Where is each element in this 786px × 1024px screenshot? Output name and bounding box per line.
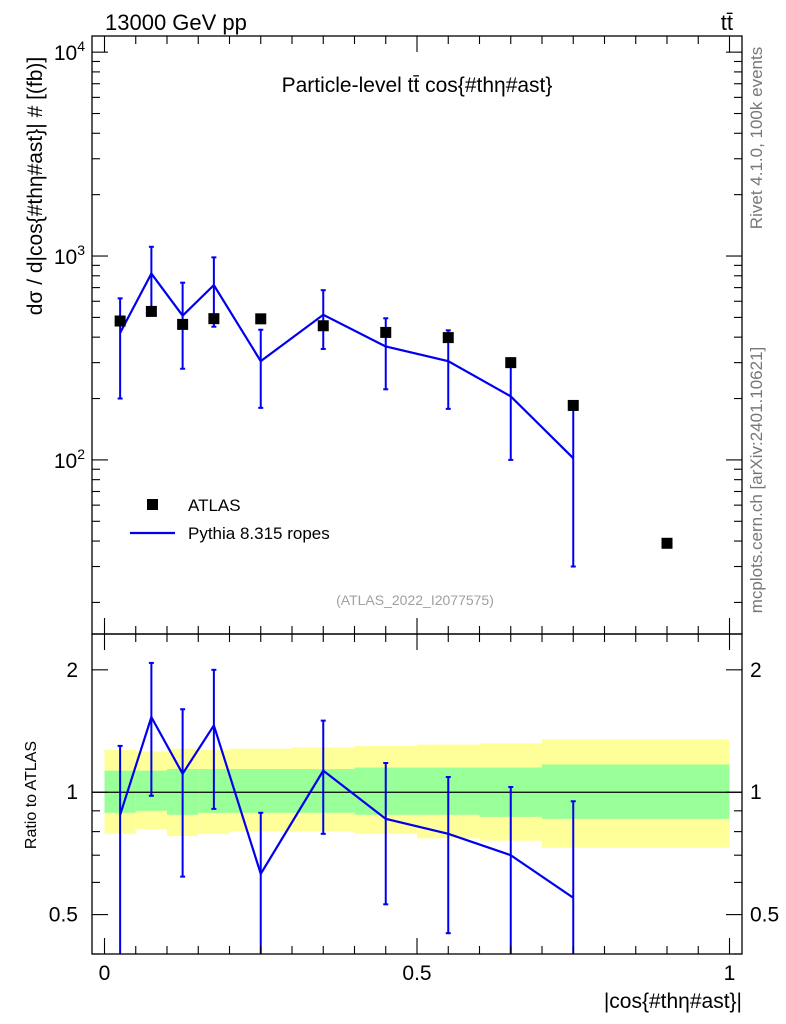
atlas-data-point — [380, 326, 392, 338]
atlas-data-point — [505, 357, 517, 369]
ratio-panel: 0.5 0.5 1 1 2 2 0 0.5 1 Ratio to ATLAS |cos{#thη… — [23, 633, 779, 1013]
analysis-watermark: (ATLAS_2022_I2077575) — [336, 592, 494, 608]
energy-label: 13000 GeV pp — [105, 10, 247, 35]
legend-atlas-marker — [147, 499, 158, 510]
process-label: tt̄ — [721, 10, 733, 35]
ratio-y-tick-label-right: 0.5 — [750, 904, 779, 927]
atlas-data-point — [255, 313, 267, 325]
legend-pythia-label: Pythia 8.315 ropes — [188, 524, 330, 543]
legend-atlas-label: ATLAS — [188, 496, 241, 515]
ratio-y-tick-label-left: 1 — [66, 781, 78, 804]
rivet-info-label: Rivet 4.1.0, 100k events — [747, 47, 766, 229]
ratio-y-tick-label-right: 1 — [750, 781, 762, 804]
main-y-tick-label: 102 — [54, 446, 85, 473]
x-tick-label: 0 — [99, 962, 111, 985]
main-title: Particle-level tt̄ cos{#thη#ast} — [282, 74, 553, 97]
x-tick-label: 0.5 — [402, 962, 431, 985]
atlas-data-point — [145, 305, 157, 317]
atlas-data-point — [661, 537, 673, 549]
main-y-tick-label: 103 — [54, 242, 85, 269]
atlas-data-point — [114, 315, 126, 327]
ratio-y-tick-label-right: 2 — [750, 659, 762, 682]
ratio-series-line — [119, 714, 574, 899]
x-axis-label: |cos{#thη#ast}| — [604, 990, 742, 1013]
atlas-data-point — [208, 313, 220, 325]
ratio-y-axis-label: Ratio to ATLAS — [23, 741, 40, 849]
ratio-y-tick-label-left: 0.5 — [49, 904, 78, 927]
atlas-data-point — [177, 318, 189, 330]
main-y-axis-label: dσ / d|cos{#thη#ast}| # [(fb)] — [24, 57, 47, 316]
ratio-y-tick-label-left: 2 — [66, 659, 78, 682]
atlas-data-point — [567, 399, 579, 411]
main-panel: 102 103 104 Particle-level tt̄ cos{#thη#as… — [24, 35, 743, 635]
mcplots-info-label: mcplots.cern.ch [arXiv:2401.10621] — [747, 347, 766, 613]
pythia-series-line — [119, 271, 575, 459]
atlas-data-point — [317, 320, 329, 332]
x-tick-label: 1 — [724, 962, 736, 985]
main-y-tick-label: 104 — [54, 38, 85, 65]
main-frame — [91, 35, 743, 635]
atlas-data-point — [442, 332, 454, 344]
legend: ATLAS Pythia 8.315 ropes — [130, 496, 330, 543]
